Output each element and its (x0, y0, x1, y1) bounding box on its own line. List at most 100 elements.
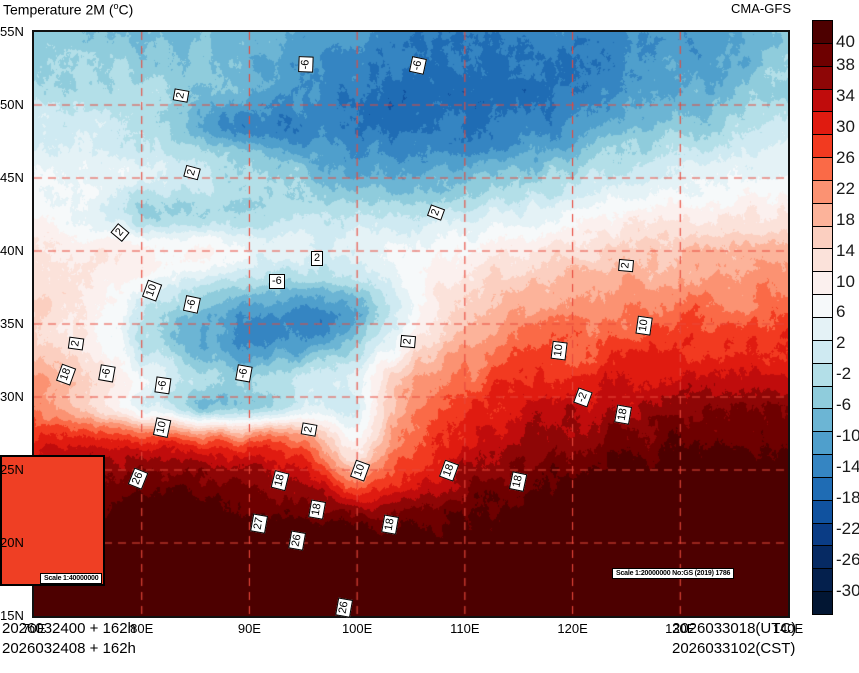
page-title-text: Temperature 2M ( (3, 1, 114, 18)
contour-label: 10 (635, 315, 653, 336)
colorbar-label--10: -10 (836, 426, 859, 446)
contour-label: -6 (98, 364, 116, 383)
degree-symbol: o (113, 1, 119, 11)
contour-label: 26 (288, 530, 307, 551)
lon-tick-90E: 90E (237, 621, 261, 636)
contour-label: -6 (235, 364, 253, 383)
contour-label: 18 (308, 499, 327, 520)
contour-label: 2 (400, 334, 417, 349)
colorbar-label-14: 14 (836, 240, 855, 260)
colorbar-label--26: -26 (836, 550, 859, 570)
colorbar-segment-1 (813, 43, 832, 67)
colorbar-label-38: 38 (836, 54, 855, 74)
lon-tick-130E: 130E (665, 621, 696, 636)
contour-label: -6 (154, 376, 172, 395)
lat-tick-25N: 25N (0, 462, 24, 477)
colorbar-segment-9 (813, 226, 832, 250)
lat-tick-20N: 20N (0, 535, 24, 550)
colorbar[interactable] (812, 20, 833, 615)
footer-init-utc: 2026032400 + 162h (2, 620, 136, 637)
colorbar-label--18: -18 (836, 488, 859, 508)
contour-label: 18 (614, 404, 633, 425)
map-frame[interactable] (32, 30, 790, 618)
colorbar-segment-13 (813, 317, 832, 341)
lat-tick-50N: 50N (0, 97, 24, 112)
colorbar-segment-20 (813, 477, 832, 501)
contour-label: 2 (618, 258, 635, 273)
colorbar-segment-15 (813, 363, 832, 387)
footer-valid-cst: 2026033102(CST) (672, 640, 796, 657)
colorbar-segment-25 (813, 592, 832, 614)
page-title-unit: C) (118, 1, 134, 18)
contour-label: 26 (335, 597, 354, 618)
colorbar-label-6: 6 (836, 302, 846, 322)
colorbar-segment-4 (813, 112, 832, 136)
contour-label: 18 (381, 514, 400, 535)
map-scale-badge: Scale 1:20000000 No:GS (2019) 1786 (612, 568, 735, 579)
page-title: Temperature 2M (oC) (3, 1, 133, 18)
colorbar-segment-6 (813, 158, 832, 181)
contour-label: 27 (250, 513, 269, 534)
colorbar-segment-11 (813, 272, 832, 296)
lat-tick-15N: 15N (0, 608, 24, 623)
colorbar-segment-5 (813, 135, 832, 159)
colorbar-label--14: -14 (836, 457, 859, 477)
inset-map-south-china-sea[interactable] (0, 455, 105, 586)
lat-tick-30N: 30N (0, 389, 24, 404)
colorbar-label-10: 10 (836, 271, 855, 291)
inset-scale-badge: Scale 1:40000000 (40, 573, 103, 584)
lon-tick-70E: 70E (22, 621, 46, 636)
colorbar-segment-3 (813, 89, 832, 113)
colorbar-label-18: 18 (836, 209, 855, 229)
inset-field-canvas (2, 457, 103, 584)
colorbar-label-30: 30 (836, 116, 855, 136)
colorbar-segment-16 (813, 386, 832, 410)
colorbar-segment-12 (813, 295, 832, 318)
colorbar-label-22: 22 (836, 178, 855, 198)
contour-label: -6 (298, 56, 314, 73)
contour-label: 2 (67, 336, 85, 351)
lat-tick-35N: 35N (0, 316, 24, 331)
contour-label: 2 (300, 422, 318, 437)
contour-label: 2 (172, 88, 190, 103)
temperature-field-canvas (34, 32, 788, 616)
colorbar-label-34: 34 (836, 85, 855, 105)
colorbar-segment-18 (813, 432, 832, 456)
colorbar-segment-22 (813, 523, 832, 547)
colorbar-label--6: -6 (836, 395, 852, 415)
contour-label: 10 (550, 340, 568, 361)
lon-tick-110E: 110E (450, 621, 480, 636)
footer-init-cst: 2026032408 + 162h (2, 640, 136, 657)
colorbar-label-2: 2 (836, 333, 846, 353)
lon-tick-140E: 140E (772, 621, 804, 636)
colorbar-segment-0 (813, 21, 832, 44)
colorbar-segment-17 (813, 409, 832, 433)
footer-valid-utc: 2026033018(UTC) (672, 620, 797, 637)
colorbar-segment-19 (813, 455, 832, 478)
colorbar-segment-10 (813, 249, 832, 273)
colorbar-label--22: -22 (836, 519, 859, 539)
lon-tick-120E: 120E (557, 621, 588, 636)
lat-tick-55N: 55N (0, 24, 24, 39)
colorbar-label--2: -2 (836, 364, 852, 384)
contour-label: 2 (311, 251, 324, 266)
model-label: CMA-GFS (731, 1, 791, 16)
colorbar-label--30: -30 (836, 581, 859, 601)
colorbar-segment-7 (813, 180, 832, 204)
colorbar-segment-14 (813, 340, 832, 364)
lat-tick-45N: 45N (0, 170, 24, 185)
colorbar-segment-24 (813, 569, 832, 593)
colorbar-label-26: 26 (836, 147, 855, 167)
lon-tick-100E: 100E (341, 621, 373, 636)
colorbar-segment-21 (813, 500, 832, 524)
colorbar-segment-2 (813, 66, 832, 90)
lat-tick-40N: 40N (0, 243, 24, 258)
colorbar-segment-8 (813, 203, 832, 227)
contour-label: -6 (182, 295, 201, 314)
contour-label: -6 (408, 56, 427, 75)
lon-tick-80E: 80E (130, 621, 154, 636)
contour-label: -6 (269, 274, 285, 289)
colorbar-segment-23 (813, 546, 832, 570)
colorbar-label-40: 40 (836, 31, 855, 51)
